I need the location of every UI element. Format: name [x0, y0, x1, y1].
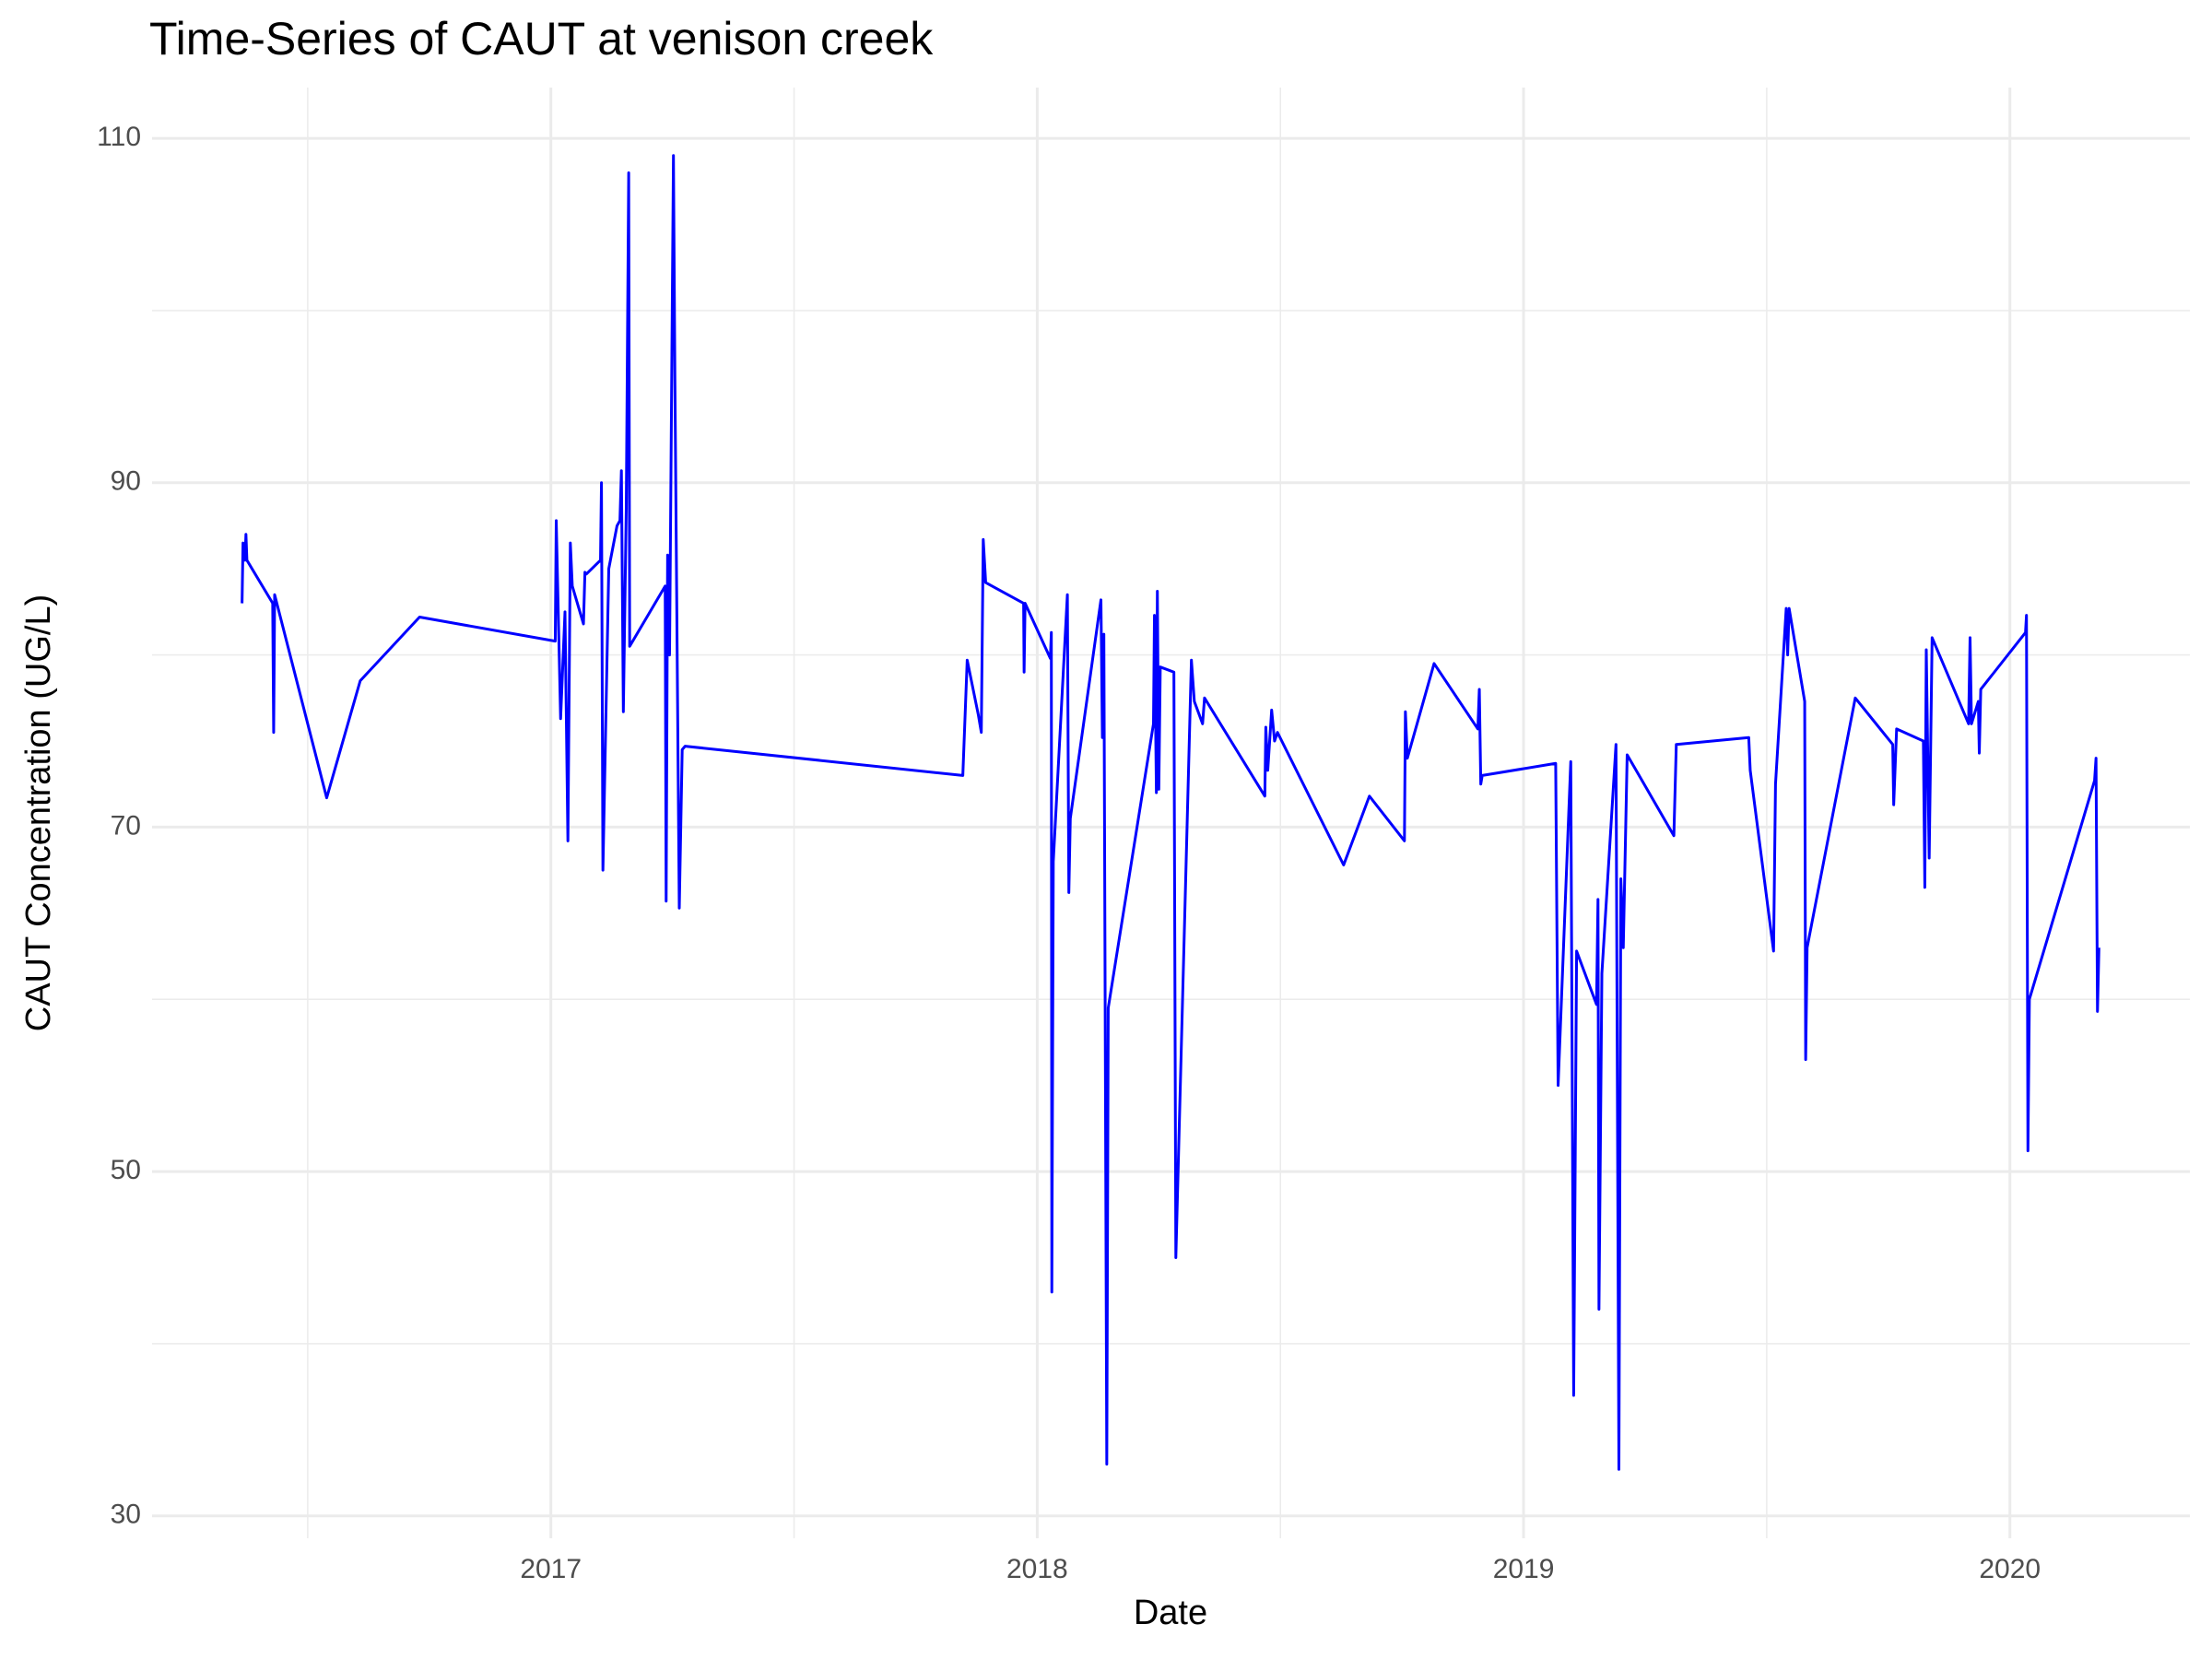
x-axis-title: Date [1134, 1594, 1207, 1632]
y-tick-label: 50 [111, 1155, 141, 1185]
y-tick-label: 110 [97, 122, 141, 152]
x-tick-label: 2019 [1493, 1554, 1555, 1584]
y-axis-title: CAUT Concentration (UG/L) [19, 594, 58, 1031]
x-tick-label: 2017 [520, 1554, 582, 1584]
x-tick-label: 2020 [1979, 1554, 2041, 1584]
y-tick-label: 90 [111, 466, 141, 497]
y-tick-label: 70 [111, 810, 141, 841]
chart-title: Time-Series of CAUT at venison creek [149, 13, 934, 65]
y-tick-label: 30 [111, 1500, 141, 1530]
x-tick-label: 2018 [1006, 1554, 1068, 1584]
data-line [241, 154, 2100, 1471]
